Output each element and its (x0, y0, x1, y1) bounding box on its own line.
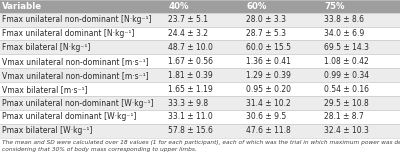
Bar (0, 110, 166, 124)
Text: 28.7 ± 5.3: 28.7 ± 5.3 (246, 29, 286, 38)
Text: Pmax bilateral [W·kg⁻¹]: Pmax bilateral [W·kg⁻¹] (2, 126, 93, 135)
Text: 34.0 ± 6.9: 34.0 ± 6.9 (324, 29, 365, 38)
Text: 33.1 ± 11.0: 33.1 ± 11.0 (168, 112, 213, 122)
Text: Vmax unilateral non-dominant [m·s⁻¹]: Vmax unilateral non-dominant [m·s⁻¹] (2, 57, 149, 66)
Text: Pmax unilateral non-dominant [W·kg⁻¹]: Pmax unilateral non-dominant [W·kg⁻¹] (2, 99, 154, 107)
Text: 40%: 40% (168, 2, 189, 11)
Text: 1.29 ± 0.39: 1.29 ± 0.39 (246, 71, 291, 80)
Bar (0, 41, 166, 54)
Text: Vmax bilateral [m·s⁻¹]: Vmax bilateral [m·s⁻¹] (2, 85, 88, 94)
Text: 1.36 ± 0.41: 1.36 ± 0.41 (246, 57, 291, 66)
Bar (322, 82, 400, 96)
Text: 47.6 ± 11.8: 47.6 ± 11.8 (246, 126, 291, 135)
Text: 57.8 ± 15.6: 57.8 ± 15.6 (168, 126, 213, 135)
Text: 30.6 ± 9.5: 30.6 ± 9.5 (246, 112, 287, 122)
Bar (166, 41, 244, 54)
Bar (0, 54, 166, 68)
Text: 1.65 ± 1.19: 1.65 ± 1.19 (168, 85, 213, 94)
Bar (166, 82, 244, 96)
Bar (0, 13, 166, 26)
Bar (0, 26, 166, 41)
Text: 0.99 ± 0.34: 0.99 ± 0.34 (324, 71, 370, 80)
Text: 1.81 ± 0.39: 1.81 ± 0.39 (168, 71, 213, 80)
Text: considering that 30% of body mass corresponding to upper limbs.: considering that 30% of body mass corres… (2, 147, 196, 152)
Bar (322, 0, 400, 13)
Bar (322, 124, 400, 138)
Text: 23.7 ± 5.1: 23.7 ± 5.1 (168, 15, 208, 24)
Bar (166, 124, 244, 138)
Bar (0, 138, 400, 154)
Bar (166, 68, 244, 82)
Text: Pmax unilateral dominant [W·kg⁻¹]: Pmax unilateral dominant [W·kg⁻¹] (2, 112, 137, 122)
Bar (322, 13, 400, 26)
Bar (244, 41, 322, 54)
Bar (0, 82, 166, 96)
Bar (166, 26, 244, 41)
Text: 1.67 ± 0.56: 1.67 ± 0.56 (168, 57, 214, 66)
Text: 33.8 ± 8.6: 33.8 ± 8.6 (324, 15, 364, 24)
Bar (244, 26, 322, 41)
Text: Variable: Variable (2, 2, 42, 11)
Bar (0, 0, 166, 13)
Bar (244, 82, 322, 96)
Text: 24.4 ± 3.2: 24.4 ± 3.2 (168, 29, 208, 38)
Bar (244, 68, 322, 82)
Text: 75%: 75% (324, 2, 345, 11)
Text: Fmax unilateral dominant [N·kg⁻¹]: Fmax unilateral dominant [N·kg⁻¹] (2, 29, 135, 38)
Bar (0, 68, 166, 82)
Text: 32.4 ± 10.3: 32.4 ± 10.3 (324, 126, 369, 135)
Bar (322, 41, 400, 54)
Bar (166, 54, 244, 68)
Bar (244, 0, 322, 13)
Text: Fmax unilateral non-dominant [N·kg⁻¹]: Fmax unilateral non-dominant [N·kg⁻¹] (2, 15, 152, 24)
Text: Fmax bilateral [N·kg⁻¹]: Fmax bilateral [N·kg⁻¹] (2, 43, 91, 52)
Bar (0, 124, 166, 138)
Bar (166, 96, 244, 110)
Text: 0.95 ± 0.20: 0.95 ± 0.20 (246, 85, 291, 94)
Text: 48.7 ± 10.0: 48.7 ± 10.0 (168, 43, 213, 52)
Bar (166, 0, 244, 13)
Bar (322, 96, 400, 110)
Text: 69.5 ± 14.3: 69.5 ± 14.3 (324, 43, 370, 52)
Text: 31.4 ± 10.2: 31.4 ± 10.2 (246, 99, 291, 107)
Bar (166, 110, 244, 124)
Text: The mean and SD were calculated over 18 values (1 for each participant), each of: The mean and SD were calculated over 18 … (2, 140, 400, 145)
Text: 60.0 ± 15.5: 60.0 ± 15.5 (246, 43, 291, 52)
Bar (322, 26, 400, 41)
Bar (244, 54, 322, 68)
Text: 29.5 ± 10.8: 29.5 ± 10.8 (324, 99, 369, 107)
Text: 28.1 ± 8.7: 28.1 ± 8.7 (324, 112, 364, 122)
Bar (322, 54, 400, 68)
Text: 0.54 ± 0.16: 0.54 ± 0.16 (324, 85, 370, 94)
Bar (322, 110, 400, 124)
Bar (322, 68, 400, 82)
Text: 28.0 ± 3.3: 28.0 ± 3.3 (246, 15, 286, 24)
Bar (244, 96, 322, 110)
Bar (244, 13, 322, 26)
Text: 33.3 ± 9.8: 33.3 ± 9.8 (168, 99, 208, 107)
Text: 60%: 60% (246, 2, 267, 11)
Text: Vmax unilateral non-dominant [m·s⁻¹]: Vmax unilateral non-dominant [m·s⁻¹] (2, 71, 149, 80)
Bar (244, 124, 322, 138)
Bar (0, 96, 166, 110)
Bar (244, 110, 322, 124)
Text: 1.08 ± 0.42: 1.08 ± 0.42 (324, 57, 369, 66)
Bar (166, 13, 244, 26)
